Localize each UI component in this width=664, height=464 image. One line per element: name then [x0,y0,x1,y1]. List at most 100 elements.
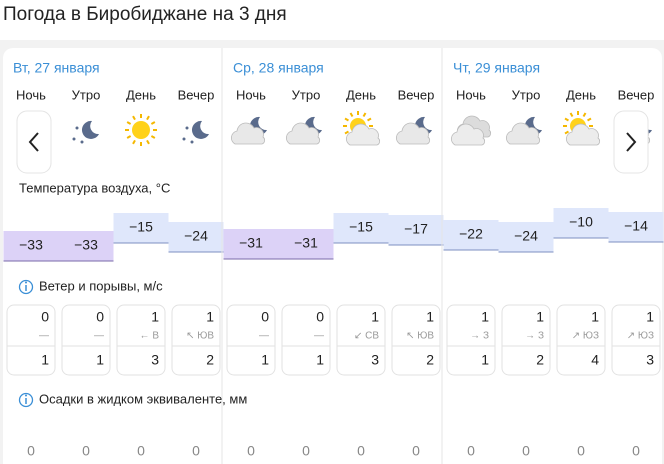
period-name: Вечер [398,87,435,102]
temperature: −10 [569,214,593,230]
temperature-bar [3,231,59,261]
period-name: Утро [512,87,541,102]
temperature: −15 [129,219,153,235]
wind-speed: 1 [426,309,434,325]
wind-gust: 2 [206,352,214,368]
period-name: Утро [292,87,321,102]
wind-cell [61,304,111,376]
temperature-bar [58,231,114,261]
prev-button[interactable] [16,110,52,174]
sun-ray [146,139,150,145]
cloud [286,122,321,145]
wind-gust: 4 [591,352,599,368]
temperature: −33 [74,237,98,253]
precipitation: 0 [27,443,35,459]
weather-icon [125,114,157,146]
wind-speed: 1 [591,309,599,325]
precipitation: 0 [467,443,475,459]
sun-ray [587,117,592,122]
sun-ray [344,130,349,135]
temperature: −24 [514,228,538,244]
precipitation: 0 [412,443,420,459]
temperature: −31 [294,235,318,251]
wind-gust: 2 [426,352,434,368]
wind-speed: 0 [41,309,49,325]
temperature-bar [223,229,279,259]
temperature: −33 [19,237,43,253]
precipitation: 0 [82,443,90,459]
sun-ray [146,115,150,121]
temperature-bar [608,212,664,242]
sun-ray [367,117,372,122]
info-icon [18,279,34,295]
sun-ray [362,112,367,117]
period-name: Утро [72,87,101,102]
wind-cell [446,304,496,376]
temperature: −24 [184,228,208,244]
weather-icon [72,120,99,144]
date: Чт, 29 января [453,60,540,76]
wind-direction: ↙ СВ [354,331,379,342]
wind-cell [171,304,221,376]
precipitation: 0 [192,443,200,459]
period-name: Ночь [456,87,486,102]
star [182,137,186,141]
wind-speed: 1 [206,309,214,325]
period-name: Вечер [178,87,215,102]
temperature-bar [498,222,554,252]
sun-ray [564,117,569,122]
date: Ср, 28 января [233,60,324,76]
period-name: День [566,87,596,102]
wind-direction: — [314,331,324,342]
wind-label: Ветер и порывы, м/с [39,278,163,293]
wind-gust: 3 [646,352,654,368]
temperature: −14 [624,218,648,234]
next-button[interactable] [613,110,649,174]
temperature-bar [168,222,224,252]
temperature: −17 [404,221,428,237]
title: Погода в Биробиджане на 3 дня [3,4,287,25]
wind-gust: 1 [96,352,104,368]
wind-direction: ↖ ЮВ [406,331,434,342]
weather-icon [451,115,492,146]
sun-ray [132,139,136,145]
sun-ray [150,121,156,125]
wind-cell [226,304,276,376]
star [75,126,79,130]
wind-direction: ← В [140,331,160,342]
wind-cell [556,304,606,376]
wind-direction: — [39,331,49,342]
wind-direction: — [259,331,269,342]
precipitation: 0 [632,443,640,459]
wind-gust: 2 [536,352,544,368]
cloud [451,123,486,146]
precipitation-label: Осадки в жидком эквиваленте, мм [39,391,247,406]
wind-speed: 1 [481,309,489,325]
period-name: Ночь [16,87,46,102]
wind-speed: 1 [371,309,379,325]
wind-gust: 1 [261,352,269,368]
temperature-label: Температура воздуха, °С [19,180,170,195]
wind-speed: 1 [151,309,159,325]
wind-speed: 1 [536,309,544,325]
wind-cell [6,304,56,376]
star [72,137,76,141]
wind-speed: 0 [96,309,104,325]
cloud [231,122,266,145]
wind-cell [391,304,441,376]
wind-cell [336,304,386,376]
sun-ray [564,130,569,135]
wind-gust: 3 [151,352,159,368]
precipitation: 0 [522,443,530,459]
wind-direction: ↖ ЮВ [186,331,214,342]
sun-ray [344,117,349,122]
sun-ray [132,115,136,121]
period-name: День [126,87,156,102]
sun-ray [569,112,574,117]
wind-gust: 1 [481,352,489,368]
weather-icon [231,116,267,145]
star [190,140,194,144]
temperature: −31 [239,235,263,251]
date: Вт, 27 января [13,60,100,76]
